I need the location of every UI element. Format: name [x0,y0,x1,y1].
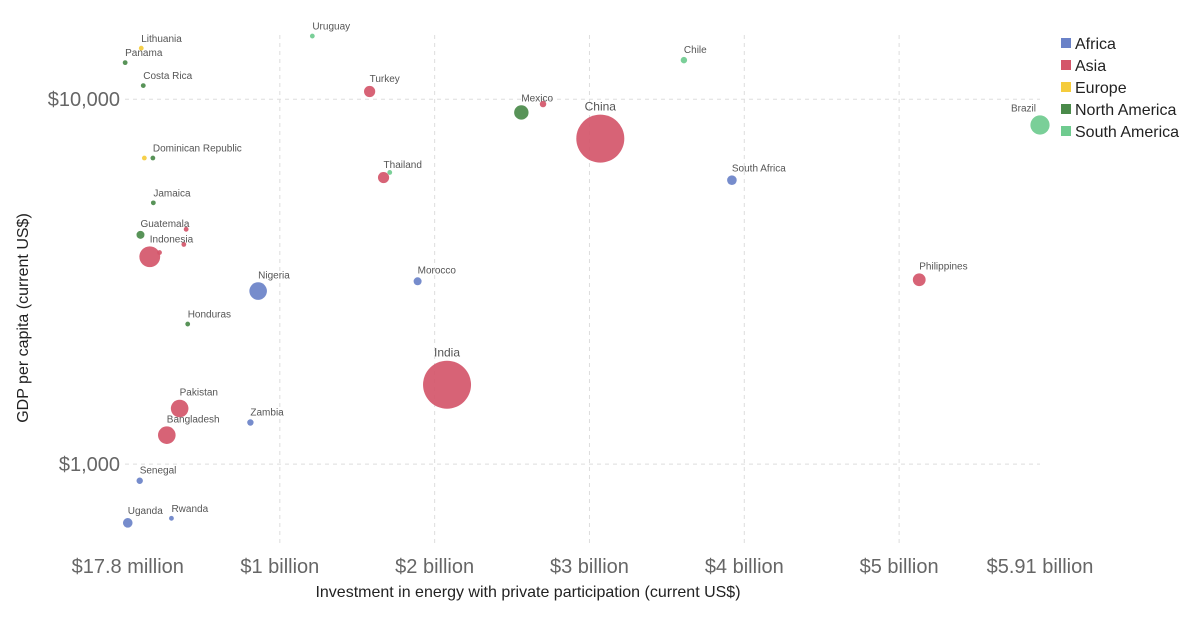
legend-label-asia[interactable]: Asia [1075,58,1106,75]
point-label-panama: Panama [125,48,163,59]
point-senegal[interactable] [136,477,143,484]
point-label-mexico: Mexico [521,93,553,104]
point-label-jamaica: Jamaica [153,188,191,199]
point-label-india: India [434,346,460,360]
x-tick-label: $3 billion [550,556,629,578]
x-axis-label: Investment in energy with private partic… [315,584,740,601]
x-tick-label: $17.8 million [72,556,184,578]
point-label-pakistan: Pakistan [180,388,218,399]
legend-swatch-north-america [1061,104,1071,114]
point-unlabeled[interactable] [387,170,393,175]
point-jamaica[interactable] [150,200,156,206]
point-zambia[interactable] [247,419,254,426]
point-label-costa-rica: Costa Rica [143,71,192,82]
point-honduras[interactable] [185,321,191,327]
point-label-turkey: Turkey [370,74,400,85]
point-label-dominican-republic: Dominican Republic [153,144,242,155]
point-turkey[interactable] [364,85,376,98]
point-labels: Lithuania Panama Uruguay Chile Costa Rica Tur… [125,22,1036,517]
y-axis-ticks: $1,000 $10,000 [48,89,120,476]
point-panama[interactable] [122,60,128,66]
point-unlabeled[interactable] [157,250,162,255]
point-label-brazil: Brazil [1011,103,1036,114]
point-chile[interactable] [680,56,688,64]
legend-swatch-asia [1061,60,1071,70]
point-label-thailand: Thailand [384,160,422,171]
point-lithuania[interactable] [138,45,144,51]
point-uruguay[interactable] [309,33,315,39]
point-unlabeled[interactable] [183,226,189,232]
x-tick-label: $5.91 billion [987,556,1094,578]
point-label-nigeria: Nigeria [258,270,290,281]
point-nigeria[interactable] [249,282,267,300]
legend-label-north-america[interactable]: North America [1075,102,1176,119]
y-tick-label: $10,000 [48,89,120,111]
y-axis-label: GDP per capita (current US$) [15,213,32,423]
point-uganda[interactable] [122,518,133,528]
point-dominican-republic[interactable] [150,155,156,161]
legend: Africa Asia Europe North America South Ameri… [1061,36,1179,141]
grid [125,35,1040,545]
point-label-lithuania: Lithuania [141,34,182,45]
point-label-senegal: Senegal [140,466,177,477]
x-tick-label: $1 billion [240,556,319,578]
legend-swatch-africa [1061,38,1071,48]
x-tick-label: $4 billion [705,556,784,578]
point-brazil[interactable] [1030,115,1050,135]
point-label-rwanda: Rwanda [171,504,208,515]
legend-swatch-europe [1061,82,1071,92]
point-unlabeled[interactable] [141,155,147,161]
point-label-honduras: Honduras [188,310,231,321]
point-unlabeled[interactable] [539,100,547,108]
legend-label-europe[interactable]: Europe [1075,80,1127,97]
legend-swatch-south-america [1061,126,1071,136]
point-label-uganda: Uganda [128,506,163,517]
point-mexico[interactable] [514,105,529,120]
y-tick-label: $1,000 [59,454,120,476]
point-label-philippines: Philippines [919,261,967,272]
point-pakistan[interactable] [170,399,189,418]
point-bangladesh[interactable] [158,426,176,444]
point-label-indonesia: Indonesia [150,234,194,245]
point-china[interactable] [576,114,625,163]
point-label-morocco: Morocco [418,265,457,276]
point-unlabeled[interactable] [181,242,187,247]
point-label-uruguay: Uruguay [312,22,350,33]
point-label-bangladesh: Bangladesh [167,414,220,425]
point-label-zambia: Zambia [250,407,284,418]
point-label-south-africa: South Africa [732,163,786,174]
x-tick-label: $5 billion [860,556,939,578]
point-thailand[interactable] [377,171,390,184]
point-costa-rica[interactable] [140,83,146,88]
data-points [122,33,1050,528]
point-rwanda[interactable] [169,515,174,521]
point-indonesia[interactable] [139,246,161,268]
legend-label-africa[interactable]: Africa [1075,36,1116,53]
legend-label-south-america[interactable]: South America [1075,124,1179,141]
point-philippines[interactable] [912,273,926,287]
point-label-guatemala: Guatemala [140,219,189,230]
point-guatemala[interactable] [136,230,145,239]
point-morocco[interactable] [413,277,422,286]
point-south-africa[interactable] [727,175,737,185]
x-tick-label: $2 billion [395,556,474,578]
x-axis-ticks: $17.8 million $1 billion $2 billion $3 bill… [72,556,1094,578]
point-label-china: China [585,100,617,114]
point-india[interactable] [423,360,472,409]
point-label-chile: Chile [684,45,707,56]
